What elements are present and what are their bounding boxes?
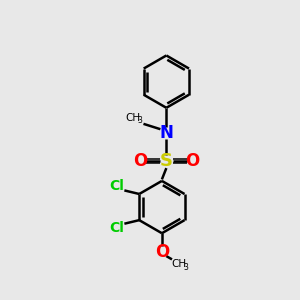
Text: Cl: Cl	[109, 221, 124, 235]
Text: O: O	[133, 152, 147, 170]
Text: Cl: Cl	[109, 179, 124, 193]
Text: CH: CH	[125, 113, 140, 123]
Text: O: O	[185, 152, 200, 170]
Text: 3: 3	[184, 263, 189, 272]
Text: S: S	[160, 152, 173, 170]
Text: N: N	[159, 124, 173, 142]
Text: CH: CH	[171, 260, 186, 269]
Text: 3: 3	[138, 116, 142, 125]
Text: O: O	[155, 243, 169, 261]
